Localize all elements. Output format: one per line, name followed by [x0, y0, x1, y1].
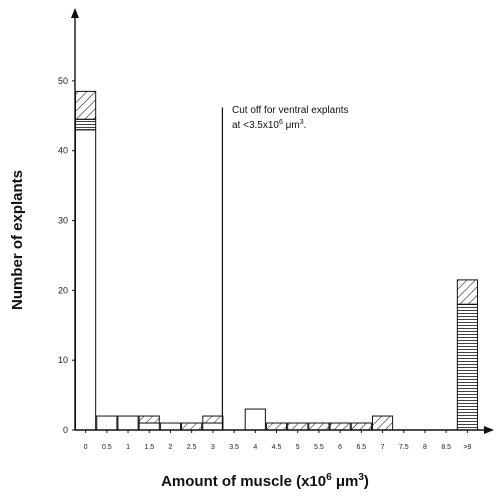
y-tick-label-3: 30 [58, 216, 68, 226]
bar-open-8 [244, 408, 266, 431]
x-tick-label-6: 3 [211, 444, 215, 451]
x-axis-title: Amount of muscle (x106 μm3) [161, 472, 369, 490]
bar-open-3 [138, 422, 160, 431]
x-tick-label-17: 8.5 [441, 444, 451, 451]
bar-diagonal-hatch-3 [138, 415, 160, 424]
y-tick-label-5: 50 [58, 76, 68, 86]
x-ticks: 0 0.5 1 1.5 2 2.5 3 3.5 4 4.5 5 5.5 6 6.5 7 7.5 8 8.5 >9 [84, 430, 471, 451]
bar-open-2 [117, 415, 139, 431]
x-tick-label-15: 7.5 [399, 444, 409, 451]
axes-layer [71, 8, 494, 434]
bar-diagonal-hatch-6 [202, 415, 224, 424]
bar-diagonal-hatch-10 [287, 422, 309, 431]
x-tick-label-14: 7 [381, 444, 385, 451]
bar-open-6 [202, 422, 224, 431]
x-axis-arrowhead [484, 426, 494, 434]
x-tick-label-1: 0.5 [102, 444, 112, 451]
bar-diagonal-hatch-14 [371, 415, 394, 431]
bar-diagonal-hatch-5 [181, 422, 203, 431]
x-title-unit: μm [332, 473, 359, 490]
annotation-end: . [304, 120, 307, 131]
annotation-superscript: 6 [279, 119, 283, 126]
annotation-unit-superscript: 3 [300, 119, 304, 126]
bar-diagonal-hatch-9 [265, 422, 288, 431]
y-tick-label-0: 0 [63, 425, 68, 435]
bar-diagonal-hatch-13 [350, 422, 372, 431]
y-tick-label-4: 40 [58, 146, 68, 156]
annotation-line-2: at <3.5x106 μm3. [232, 119, 306, 131]
bar-horizontal-lines-18 [456, 303, 478, 431]
x-tick-label-8: 4 [253, 444, 257, 451]
bars-layer [75, 90, 478, 431]
bar-diagonal-hatch-0 [75, 90, 97, 120]
x-title-unit-sup: 3 [358, 472, 364, 483]
bar-diagonal-hatch-18 [456, 279, 478, 305]
bar-diagonal-hatch-11 [308, 422, 330, 431]
x-tick-label-9: 4.5 [272, 444, 282, 451]
x-tick-label-3: 1.5 [144, 444, 154, 451]
x-tick-label-7: 3.5 [229, 444, 239, 451]
bar-open-4 [159, 422, 182, 431]
y-axis-title: Number of explants [9, 170, 26, 310]
y-tick-label-2: 20 [58, 285, 68, 295]
bar-diagonal-hatch-12 [329, 422, 351, 431]
bar-horizontal-lines-0 [75, 118, 97, 131]
y-axis-arrowhead [71, 8, 79, 18]
x-tick-label-0: 0 [84, 444, 88, 451]
x-title-sup: 6 [326, 472, 332, 483]
annotation-unit: μm [283, 120, 300, 131]
annotation-prefix: at <3.5x10 [232, 120, 279, 131]
x-tick-label-12: 6 [338, 444, 342, 451]
x-tick-label-4: 2 [168, 444, 172, 451]
y-ticks: 0 10 20 30 40 50 [58, 76, 75, 435]
x-tick-label-11: 5.5 [314, 444, 324, 451]
bar-open-1 [96, 415, 118, 431]
y-tick-label-1: 10 [58, 355, 68, 365]
x-title-main: Amount of muscle (x10 [161, 473, 326, 490]
bar-open-0 [75, 129, 97, 431]
x-tick-label-18: >9 [463, 444, 471, 451]
x-tick-label-13: 6.5 [356, 444, 366, 451]
x-tick-label-10: 5 [296, 444, 300, 451]
annotation-line-1: Cut off for ventral explants [232, 105, 349, 116]
x-tick-label-2: 1 [126, 444, 130, 451]
x-tick-label-16: 8 [423, 444, 427, 451]
x-title-end: ) [364, 473, 369, 490]
x-tick-label-5: 2.5 [187, 444, 197, 451]
